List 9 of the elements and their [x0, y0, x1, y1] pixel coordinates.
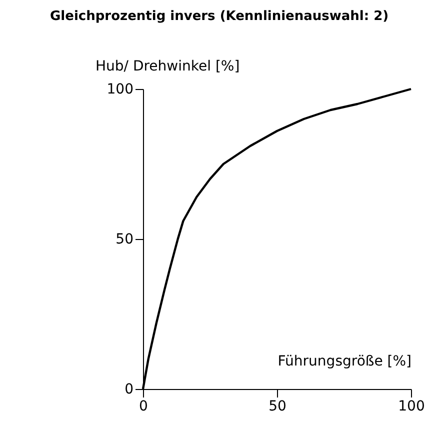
y-tick-label: 100: [106, 82, 134, 98]
y-axis-title: Hub/ Drehwinkel [%]: [96, 58, 240, 74]
y-tick-label: 0: [124, 382, 134, 398]
x-tick-label: 0: [139, 398, 148, 414]
x-axis-title: Führungsgröße [%]: [278, 354, 412, 370]
x-tick-label: 50: [268, 398, 286, 414]
y-tick-label: 50: [116, 232, 134, 248]
chart-title: Gleichprozentig invers (Kennlinienauswahl: 2): [50, 9, 389, 24]
x-tick-label: 100: [398, 398, 425, 414]
